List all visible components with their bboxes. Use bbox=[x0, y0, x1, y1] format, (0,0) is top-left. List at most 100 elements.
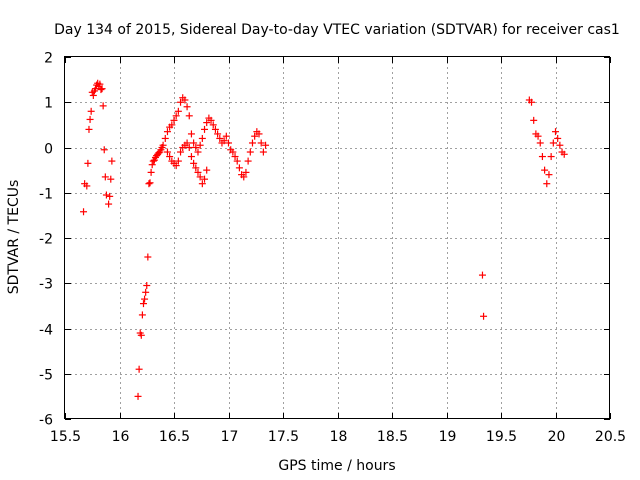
data-point bbox=[141, 295, 149, 303]
data-point bbox=[248, 139, 256, 147]
data-point bbox=[142, 288, 150, 296]
data-point bbox=[97, 86, 105, 94]
data-point bbox=[528, 98, 536, 106]
data-point bbox=[134, 392, 142, 400]
y-axis-title: SDTVAR / TECUs bbox=[6, 180, 22, 295]
data-point bbox=[163, 128, 171, 136]
data-points bbox=[80, 79, 568, 400]
data-point bbox=[560, 150, 568, 158]
data-point bbox=[233, 157, 241, 165]
data-point bbox=[201, 175, 209, 183]
data-point bbox=[244, 157, 252, 165]
data-point bbox=[203, 119, 211, 127]
data-point bbox=[257, 139, 265, 147]
data-point bbox=[100, 146, 108, 154]
data-point bbox=[240, 173, 248, 181]
data-point bbox=[174, 157, 182, 165]
data-point bbox=[229, 148, 237, 156]
x-tick-label: 18 bbox=[330, 429, 348, 445]
x-tick-label: 20 bbox=[548, 429, 566, 445]
data-point bbox=[98, 85, 106, 93]
data-point bbox=[106, 192, 114, 200]
x-axis-title: GPS time / hours bbox=[278, 458, 395, 474]
y-tick-label: -4 bbox=[39, 323, 53, 339]
data-point bbox=[137, 331, 145, 339]
data-point bbox=[163, 148, 171, 156]
data-point bbox=[196, 141, 204, 149]
data-point bbox=[554, 134, 562, 142]
data-point bbox=[209, 121, 217, 129]
data-point bbox=[168, 121, 176, 129]
x-tick-label: 16.5 bbox=[159, 429, 190, 445]
data-point bbox=[192, 144, 200, 151]
data-point bbox=[231, 153, 239, 161]
data-point bbox=[144, 253, 152, 261]
data-point bbox=[222, 132, 230, 140]
y-tick-label: -2 bbox=[39, 232, 53, 248]
data-point bbox=[549, 139, 557, 147]
data-point bbox=[187, 130, 195, 138]
data-point bbox=[538, 153, 546, 161]
y-tick-label: -1 bbox=[39, 187, 53, 203]
data-point bbox=[262, 141, 270, 149]
data-point bbox=[187, 153, 195, 161]
data-point bbox=[207, 116, 215, 124]
data-point bbox=[194, 168, 202, 176]
data-point bbox=[194, 148, 202, 156]
data-point bbox=[147, 168, 155, 176]
data-point bbox=[177, 148, 185, 156]
data-point bbox=[198, 180, 206, 188]
data-point bbox=[166, 153, 174, 161]
data-point bbox=[101, 173, 109, 181]
data-point bbox=[185, 144, 193, 151]
data-point bbox=[220, 137, 228, 145]
data-point bbox=[107, 175, 115, 183]
data-point bbox=[556, 141, 564, 149]
data-point bbox=[534, 132, 542, 140]
data-point bbox=[552, 128, 559, 136]
x-tick-label: 18.5 bbox=[377, 429, 408, 445]
data-point bbox=[145, 180, 153, 188]
data-point bbox=[251, 132, 259, 140]
data-point bbox=[161, 134, 169, 142]
data-point bbox=[149, 157, 157, 165]
data-point bbox=[108, 157, 116, 165]
data-point bbox=[89, 91, 97, 99]
data-point bbox=[183, 103, 191, 111]
data-point bbox=[211, 125, 219, 133]
y-tick-label: 0 bbox=[44, 142, 53, 158]
data-point bbox=[192, 164, 200, 172]
data-point bbox=[102, 191, 110, 199]
data-point bbox=[216, 134, 224, 142]
data-point bbox=[545, 171, 553, 179]
data-point bbox=[214, 130, 222, 138]
data-point bbox=[246, 148, 254, 156]
data-point bbox=[225, 139, 232, 147]
data-point bbox=[259, 148, 267, 156]
data-point bbox=[172, 162, 180, 170]
y-tick-labels: 2 1 0 -1 -2 -3 -4 -5 -6 bbox=[39, 51, 53, 429]
grid-lines bbox=[65, 57, 610, 419]
data-point bbox=[235, 164, 243, 172]
data-point bbox=[143, 282, 151, 290]
data-point bbox=[196, 173, 204, 181]
data-point bbox=[478, 271, 486, 279]
y-tick-label: -6 bbox=[39, 413, 53, 429]
data-point bbox=[541, 166, 549, 174]
x-tick-label: 17.5 bbox=[268, 429, 299, 445]
data-point bbox=[87, 107, 95, 115]
data-point bbox=[201, 125, 209, 133]
data-point bbox=[80, 208, 88, 216]
data-point bbox=[172, 112, 180, 120]
x-tick-labels: 15.5 16 16.5 17 17.5 18 18.5 19 19.5 20 20.5 bbox=[50, 429, 626, 445]
x-tick-label: 20.5 bbox=[595, 429, 626, 445]
data-point bbox=[177, 98, 185, 106]
data-point bbox=[85, 125, 93, 133]
y-tick-label: -5 bbox=[39, 368, 53, 384]
data-point bbox=[139, 300, 147, 308]
x-tick-label: 19 bbox=[439, 429, 457, 445]
x-tick-label: 19.5 bbox=[486, 429, 517, 445]
y-tick-label: 2 bbox=[44, 51, 53, 67]
data-point bbox=[146, 179, 154, 187]
